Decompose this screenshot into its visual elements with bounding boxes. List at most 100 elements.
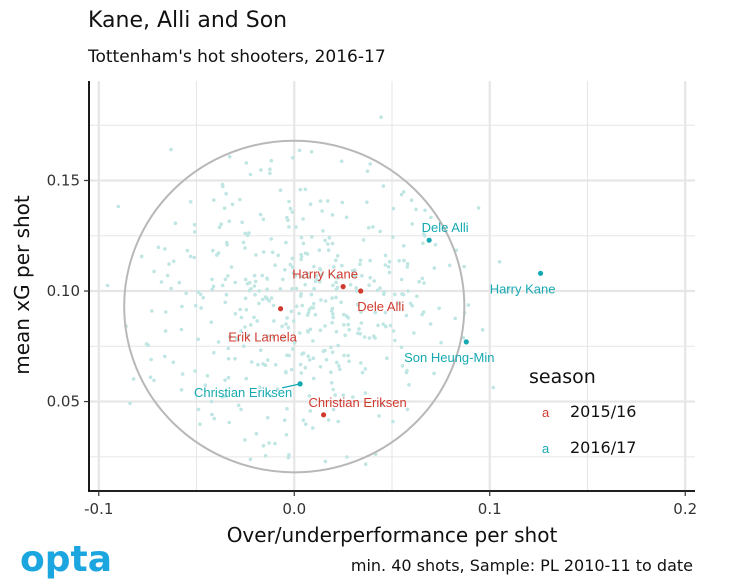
background-point	[327, 235, 332, 240]
background-point	[330, 320, 335, 325]
background-point	[260, 297, 265, 302]
background-point	[285, 407, 289, 411]
background-point	[312, 287, 316, 291]
player-point	[426, 237, 432, 243]
player-point	[463, 339, 469, 345]
background-point	[156, 245, 161, 250]
background-point	[272, 319, 276, 323]
background-point	[311, 306, 316, 310]
background-point	[420, 276, 425, 281]
background-point	[198, 422, 202, 427]
background-point	[291, 155, 295, 160]
background-point	[318, 266, 322, 271]
background-point	[308, 202, 313, 206]
background-point	[506, 286, 511, 290]
background-point	[298, 362, 303, 367]
background-point	[265, 297, 270, 301]
background-point	[116, 204, 121, 209]
background-point	[348, 282, 353, 287]
background-point	[410, 222, 415, 226]
background-point	[290, 210, 295, 214]
background-point	[347, 328, 352, 332]
background-point	[303, 365, 308, 370]
background-point	[383, 263, 388, 267]
background-point	[221, 184, 225, 189]
background-point	[258, 385, 262, 390]
background-point	[227, 154, 232, 159]
background-point	[196, 290, 200, 294]
background-point	[406, 289, 410, 293]
background-point	[163, 310, 168, 314]
background-point	[284, 369, 288, 374]
background-point	[226, 346, 231, 351]
background-point	[391, 419, 395, 424]
background-point	[331, 387, 336, 392]
background-point	[401, 292, 406, 297]
background-point	[372, 279, 377, 283]
background-point	[405, 265, 410, 269]
background-point	[249, 287, 253, 291]
background-point	[341, 393, 346, 398]
background-point	[267, 441, 271, 445]
background-point	[287, 199, 291, 204]
background-point	[381, 322, 386, 327]
background-point	[409, 198, 414, 202]
legend-key-2015: a	[542, 405, 550, 420]
background-point	[289, 367, 294, 372]
background-point	[282, 418, 287, 423]
background-point	[339, 300, 343, 305]
background-point	[363, 367, 368, 371]
background-point	[404, 313, 409, 318]
background-point	[258, 348, 263, 353]
background-point	[301, 418, 306, 423]
background-point	[163, 354, 167, 359]
background-point	[393, 338, 397, 343]
player-label: Harry Kane	[292, 267, 358, 282]
background-point	[333, 393, 337, 397]
player-point	[297, 381, 303, 387]
background-point	[420, 312, 424, 317]
background-point	[188, 254, 193, 259]
y-tick-label: 0.05	[47, 393, 80, 411]
background-point	[308, 409, 313, 413]
x-axis-label: Over/underperformance per shot	[227, 523, 558, 547]
background-point	[306, 354, 311, 359]
background-point	[196, 337, 200, 342]
background-point	[252, 284, 257, 288]
background-point	[236, 403, 241, 408]
legend: season a 2015/16 a 2016/17	[529, 366, 636, 457]
background-point	[209, 399, 214, 404]
background-point	[367, 336, 372, 340]
background-point	[422, 233, 427, 238]
background-point	[243, 277, 248, 282]
label-leader-line	[281, 383, 301, 389]
background-point	[241, 240, 246, 245]
gridlines	[89, 81, 695, 490]
background-point	[258, 212, 263, 217]
player-label: Christian Eriksen	[194, 385, 292, 400]
background-point	[297, 148, 302, 153]
background-point	[307, 394, 312, 398]
background-point	[381, 184, 386, 188]
background-point	[261, 217, 266, 222]
background-point	[340, 200, 345, 205]
background-point	[226, 274, 230, 278]
background-point	[169, 286, 173, 291]
background-point	[243, 325, 247, 329]
background-point	[387, 270, 392, 275]
background-point	[399, 345, 404, 350]
background-point	[299, 254, 304, 259]
background-point	[321, 349, 326, 354]
background-point	[192, 222, 197, 227]
background-point	[212, 416, 217, 421]
background-point	[273, 441, 277, 446]
background-point	[148, 375, 153, 380]
background-point	[318, 365, 323, 369]
background-point	[383, 310, 388, 315]
background-point	[261, 443, 266, 448]
background-point	[291, 347, 295, 351]
background-point	[305, 329, 310, 333]
background-point	[233, 356, 237, 361]
background-point	[393, 292, 397, 297]
background-point	[131, 377, 136, 381]
